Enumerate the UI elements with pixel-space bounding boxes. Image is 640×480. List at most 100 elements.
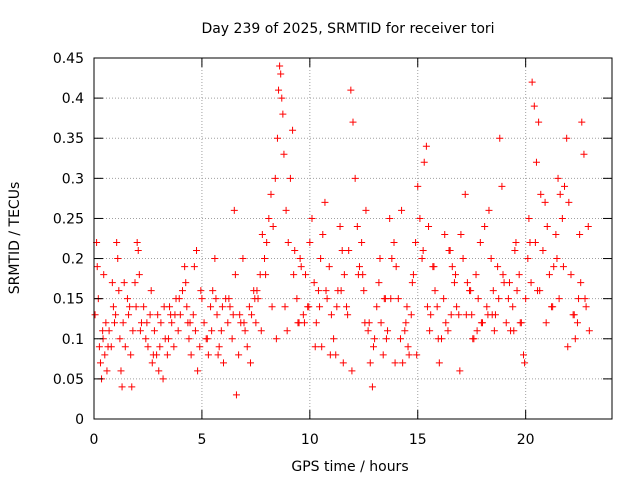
- data-point: [476, 239, 484, 247]
- x-axis-label: GPS time / hours: [291, 459, 408, 475]
- data-point: [474, 295, 482, 303]
- data-point: [103, 367, 111, 375]
- y-tick-label: 0.35: [53, 131, 84, 147]
- data-point: [187, 351, 195, 359]
- data-point: [326, 351, 334, 359]
- data-point: [240, 319, 248, 327]
- data-point: [345, 247, 353, 255]
- data-point: [418, 255, 426, 263]
- data-point: [368, 383, 376, 391]
- data-point: [549, 303, 557, 311]
- data-point: [191, 327, 199, 335]
- data-point: [251, 295, 259, 303]
- data-point: [214, 351, 222, 359]
- data-point: [95, 343, 103, 351]
- data-point: [440, 295, 448, 303]
- data-point: [226, 303, 234, 311]
- data-point: [325, 263, 333, 271]
- data-point: [498, 182, 506, 190]
- data-point: [200, 319, 208, 327]
- data-point: [271, 174, 279, 182]
- data-point: [469, 335, 477, 343]
- data-point: [467, 287, 475, 295]
- data-point: [114, 255, 122, 263]
- data-point: [376, 255, 384, 263]
- data-point: [115, 287, 123, 295]
- data-point: [416, 214, 424, 222]
- data-point: [442, 319, 450, 327]
- data-point: [140, 303, 148, 311]
- data-point: [252, 319, 260, 327]
- data-point: [384, 327, 392, 335]
- data-point: [513, 287, 521, 295]
- data-point: [361, 319, 369, 327]
- data-point: [408, 279, 416, 287]
- data-point: [100, 271, 108, 279]
- data-point: [323, 295, 331, 303]
- data-point: [305, 303, 313, 311]
- data-point: [207, 303, 215, 311]
- data-point: [433, 303, 441, 311]
- data-point: [477, 319, 485, 327]
- data-point: [318, 343, 326, 351]
- data-point: [541, 198, 549, 206]
- data-point: [133, 239, 141, 247]
- data-point: [496, 134, 504, 142]
- x-tick-label: 10: [301, 432, 319, 448]
- data-point: [558, 214, 566, 222]
- data-point: [183, 303, 191, 311]
- data-point: [143, 319, 151, 327]
- data-point: [203, 335, 211, 343]
- data-point: [373, 303, 381, 311]
- data-point: [277, 70, 285, 78]
- data-point: [371, 335, 379, 343]
- data-point: [246, 359, 254, 367]
- data-point: [386, 214, 394, 222]
- data-point: [573, 319, 581, 327]
- data-point: [190, 263, 198, 271]
- data-point: [585, 327, 593, 335]
- data-point: [351, 174, 359, 182]
- data-point: [229, 311, 237, 319]
- data-point: [339, 359, 347, 367]
- data-point: [276, 62, 284, 70]
- data-point: [413, 351, 421, 359]
- data-point: [554, 174, 562, 182]
- data-point: [419, 247, 427, 255]
- data-point: [553, 255, 561, 263]
- data-point: [435, 359, 443, 367]
- data-point: [167, 311, 175, 319]
- y-tick-label: 0.15: [53, 292, 84, 308]
- data-point: [314, 287, 322, 295]
- data-point: [91, 311, 99, 319]
- data-point: [154, 311, 162, 319]
- data-point: [258, 230, 266, 238]
- data-point: [245, 303, 253, 311]
- data-point: [174, 327, 182, 335]
- data-point: [402, 319, 410, 327]
- data-point: [512, 239, 520, 247]
- data-point: [148, 359, 156, 367]
- data-point: [561, 182, 569, 190]
- data-point: [215, 343, 223, 351]
- data-point: [565, 198, 573, 206]
- data-point: [434, 335, 442, 343]
- chart-title: Day 239 of 2025, SRMTID for receiver tor…: [201, 21, 494, 37]
- data-point: [349, 118, 357, 126]
- data-point: [155, 367, 163, 375]
- data-point: [370, 343, 378, 351]
- data-point: [142, 335, 150, 343]
- data-point: [164, 335, 172, 343]
- data-point: [150, 327, 158, 335]
- data-point: [178, 287, 186, 295]
- data-point: [289, 126, 297, 134]
- data-point: [542, 319, 550, 327]
- data-point: [263, 239, 271, 247]
- data-point: [316, 303, 324, 311]
- data-point: [516, 319, 524, 327]
- data-point: [257, 327, 265, 335]
- data-point: [524, 255, 532, 263]
- data-point: [129, 327, 137, 335]
- data-point: [362, 206, 370, 214]
- data-point: [268, 303, 276, 311]
